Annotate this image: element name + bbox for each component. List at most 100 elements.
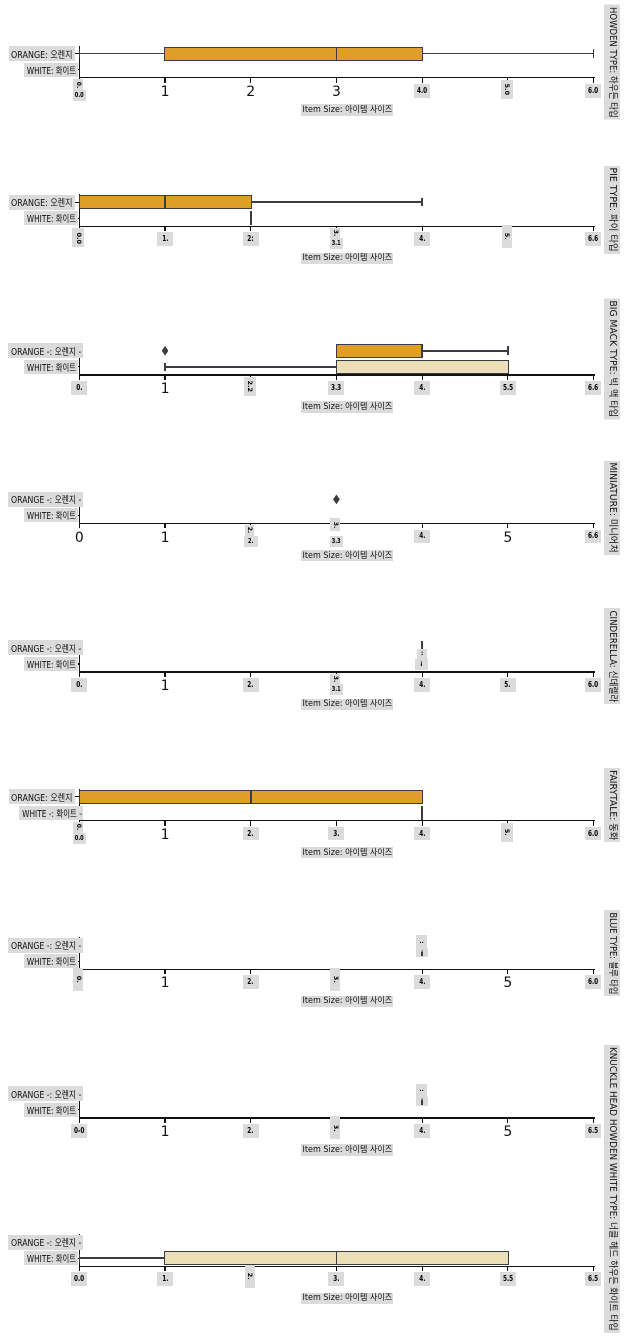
x-tick-label: 3 (331, 83, 341, 100)
y-label-text: ORANGE -: 오렌지 - (11, 941, 82, 953)
boxplot-white-degenerate (421, 805, 424, 820)
y-label-orange: ORANGE -: 오렌지 - (8, 1234, 83, 1250)
x-tick-label-patch: 0. (71, 380, 88, 395)
y-label-text: ORANGE -: 오렌지 - (11, 1089, 82, 1101)
x-tick-label-patch: 6.5 (585, 1123, 602, 1138)
x-tick-label-patch: 0-0 (71, 1123, 88, 1138)
x-tick (592, 969, 595, 975)
x-tick (250, 969, 252, 975)
boxplot-orange-whisker-high (422, 349, 508, 352)
x-tick (507, 672, 509, 677)
x-tick-label-patch: 3.1 (329, 238, 344, 250)
boxplot-white-box (335, 359, 509, 374)
x-tick (78, 1118, 80, 1123)
x-tick-label: 3.1 (332, 685, 342, 694)
y-label-text: WHITE -: 화이트 - (21, 808, 82, 820)
x-tick-label: 0. (76, 680, 83, 689)
x-tick-label: 5 (503, 975, 513, 992)
x-tick (592, 1267, 595, 1272)
x-tick-label: 6.0 (588, 828, 599, 838)
x-tick-label-part: 3. (331, 521, 339, 528)
x-tick-label-patch: 0. (73, 79, 83, 90)
x-tick-label: 0.0 (74, 1274, 85, 1284)
x-tick-label-patch: 2. (242, 678, 259, 692)
x-tick-label: 4. (419, 382, 426, 392)
y-label-white: WHITE -: 화이트 - (19, 805, 83, 820)
x-tick-label: 4. (419, 828, 426, 838)
x-axis-label: Item Size: 아이템 사이즈 (301, 847, 393, 859)
x-tick-label: 6.6 (588, 382, 599, 392)
x-tick (335, 1267, 338, 1272)
overlay-patch: .. (416, 1083, 428, 1097)
x-tick (78, 524, 80, 529)
facet-title-text: BLUE TYPE: 블루 타입 (607, 912, 619, 995)
x-tick-label-patch: 4. (414, 975, 431, 990)
boxplot-orange-flier (161, 345, 169, 356)
x-tick (592, 821, 595, 826)
facet-title-text: FAIRYTALE: 동화 (607, 769, 619, 840)
x-tick-label-patch: 0. (73, 822, 83, 833)
x-axis-label: Item Size: 아이템 사이즈 (301, 995, 393, 1008)
boxplot-orange-whisker-high (422, 52, 594, 55)
x-tick-label: 5. (503, 232, 512, 240)
y-label-text: ORANGE -: 오렌지 - (11, 643, 82, 655)
x-tick (164, 1118, 166, 1123)
x-tick-label-patch: 0.0 (72, 228, 85, 248)
x-tick-label-patch: 0.0 (71, 1272, 88, 1287)
x-tick-label: 2. (247, 680, 254, 689)
x-tick (592, 672, 595, 677)
x-tick-label: 6.0 (588, 680, 599, 689)
x-axis-line (78, 374, 595, 376)
x-tick (335, 78, 338, 83)
facet-title: BLUE TYPE: 블루 타입 (604, 910, 620, 997)
x-tick-label: 3.1 (332, 239, 342, 248)
boxplot-orange-degenerate (421, 640, 424, 655)
facet-title-text: CINDERELLA: 신데렐라 (607, 610, 619, 703)
x-tick (592, 524, 595, 529)
x-tick-label: 6.0 (588, 85, 599, 95)
x-axis-line (78, 1265, 595, 1268)
x-tick (592, 227, 595, 232)
x-tick (164, 524, 166, 529)
y-label-white: WHITE: 화이트 (23, 508, 78, 523)
x-tick-label-patch: 0. (71, 678, 88, 692)
x-tick-label: 3.3 (332, 536, 342, 545)
x-tick-label-patch: 3. (330, 673, 340, 685)
x-tick-label-patch: 4. (414, 529, 431, 544)
x-tick-label: 3. (331, 975, 340, 983)
x-tick-label: 5. (503, 828, 512, 836)
boxplot-orange-box (164, 46, 423, 61)
facet-title-text: MINIATURE: 미니어처 (607, 462, 619, 553)
y-label-white: WHITE: 화이트 (23, 211, 78, 226)
x-tick (164, 672, 166, 677)
x-tick-label-patch: 3. (330, 967, 341, 991)
x-tick-label-patch: 2. (244, 535, 258, 547)
x-tick-label: 0 (74, 529, 84, 546)
x-tick (250, 672, 252, 677)
y-tick (73, 795, 79, 798)
x-tick (78, 375, 80, 380)
y-label-orange: ORANGE -: 오렌지 - (8, 937, 83, 953)
y-label-white: WHITE: 화이트 (23, 1102, 78, 1117)
x-tick-label-patch: 2. (242, 826, 259, 841)
boxplot-orange-median (335, 46, 338, 61)
x-tick (421, 375, 423, 380)
y-label-text: ORANGE: 오렌지 (11, 49, 73, 61)
x-tick-label: 2. (247, 828, 254, 838)
overlay-stub (421, 1100, 424, 1105)
x-axis-line (78, 225, 595, 228)
facet-title: FAIRYTALE: 동화 (604, 767, 620, 842)
x-tick (164, 1267, 166, 1272)
x-tick-label: 6.5 (588, 1125, 599, 1135)
x-tick-label: 6.5 (588, 1274, 599, 1284)
y-label-text: WHITE: 화이트 (26, 65, 76, 77)
x-tick-label-patch: 2. (244, 1264, 255, 1288)
x-tick-label: 0.0 (75, 833, 85, 842)
x-axis-label: Item Size: 아이템 사이즈 (301, 550, 393, 562)
x-tick-label: 1 (160, 1123, 170, 1140)
facet-title-text: KNUCKLE HEAD HOWDEN WHITE TYPE: 너클 헤드 하우… (607, 1047, 619, 1331)
x-axis-label: Item Size: 아이템 사이즈 (301, 1292, 393, 1305)
x-tick-label: 4. (419, 680, 426, 689)
x-tick-label: 1 (160, 678, 170, 695)
y-axis-spine (78, 937, 81, 970)
